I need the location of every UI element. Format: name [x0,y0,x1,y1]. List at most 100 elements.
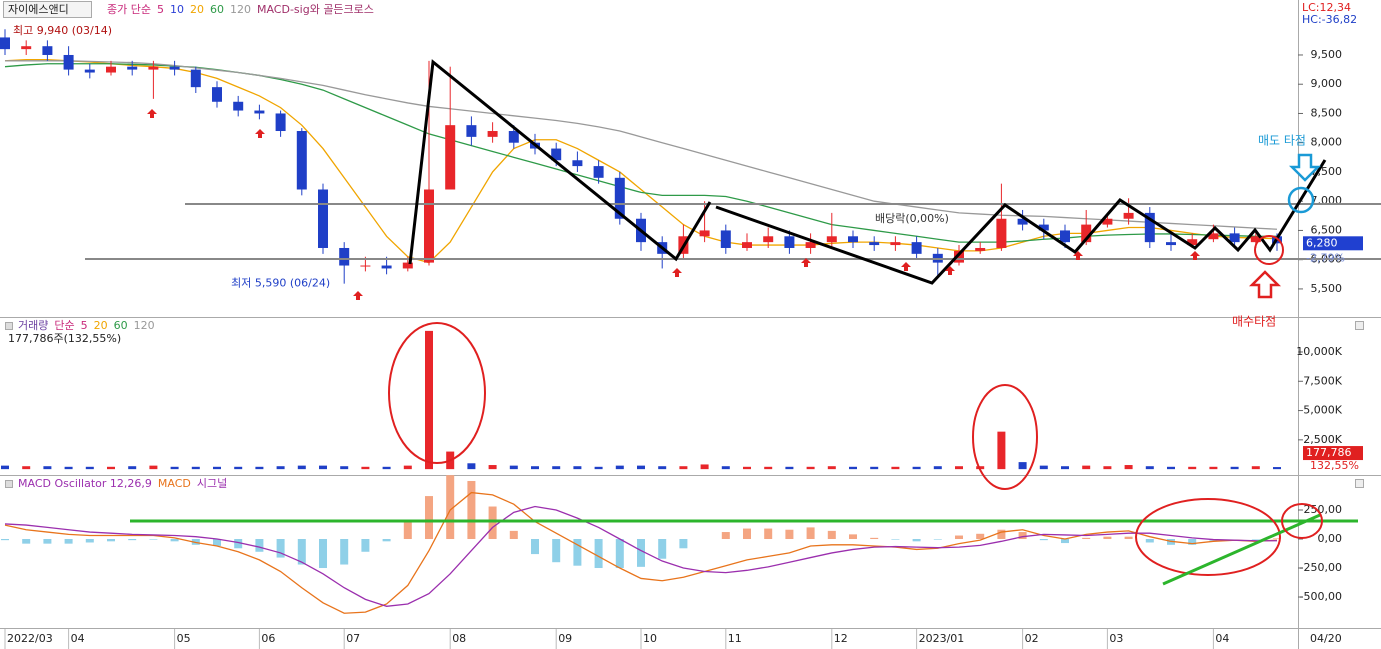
legend-entry: 5 [157,3,164,16]
oscillator-bar [128,539,137,541]
x-tick-label: 06 [261,632,275,645]
oscillator-bar [997,529,1006,540]
candle-body [127,66,138,70]
volume-bar [933,466,942,470]
volume-bar [297,465,306,470]
oscillator-bar [22,539,31,544]
panel-button[interactable] [1355,321,1364,330]
candle-body [742,242,752,248]
oscillator-bar [170,539,179,542]
panel-button[interactable] [1355,479,1364,488]
volume-bar [255,466,264,470]
candle-body [487,131,498,137]
candle-body [169,66,180,70]
candle-body [805,242,816,248]
oscillator-bar [149,539,158,540]
buy-arrow [1248,270,1282,299]
annotation: 매도 타점 [1258,134,1306,148]
oscillator-bar [340,539,349,565]
macd-line [4,505,1277,607]
oscillator-bar [64,539,73,544]
stat: LC:12,34 [1302,1,1351,14]
volume-bar [128,466,137,470]
candle-body [424,189,434,263]
volume-bar [955,466,963,470]
volume-bar [234,466,243,470]
volume-bar [912,466,921,470]
low-label: 최저 5,590 (06/24) [231,277,330,290]
volume-bar [361,466,370,470]
legend-entry: 거래량 [18,319,48,332]
oscillator-bar [255,539,264,552]
signal-arrow [801,258,811,267]
oscillator-bar [1188,539,1197,545]
candle-body [763,236,774,243]
volume-bar [679,466,688,470]
candle-body [1123,212,1134,219]
legend-entry: 시그널 [197,477,227,490]
oscillator-bar [531,539,539,555]
volume-bar [531,466,539,470]
candle-body [975,247,986,251]
oscillator-bar [1018,532,1027,540]
candle-body [784,236,795,248]
last-volume-box [1303,446,1363,461]
oscillator-bar [849,534,857,540]
oscillator-bar [785,529,794,540]
macd-circle [1135,498,1281,576]
volume-bar [85,466,94,470]
candle-body [381,265,392,269]
panel-icon [5,322,13,330]
volume-bar [1039,465,1048,470]
volume-bar [764,466,773,470]
candle-body [190,69,201,88]
macd-trend-line [1162,513,1321,586]
volume-bar [382,466,391,470]
volume-bar [319,465,327,470]
volume-bar [1,465,9,470]
oscillator-bar [721,532,730,540]
oscillator-bar [1,539,9,541]
high-label: 최고 9,940 (03/14) [13,24,112,37]
candle-body [869,242,880,246]
volume-bar [170,466,179,470]
stat: HC:-36,82 [1302,13,1357,26]
volume-bar [1082,465,1091,470]
legend-entry: 20 [190,3,204,16]
volume-bar [594,466,603,470]
candle-body [954,250,964,263]
macd-circle [1281,503,1323,539]
y-tick-label: 8,000 [1311,136,1343,149]
candle-body [890,242,901,246]
volume-bar [149,465,158,470]
candle-body [1038,224,1049,231]
y-tick-label: 7,500K [1303,374,1342,387]
volume-bar [700,464,709,470]
oscillator-bar [870,537,879,540]
volume-circle [388,322,486,464]
candle-body [508,131,519,143]
candle-body [42,46,53,55]
volume-bar [43,466,52,470]
candle-body [1166,242,1176,246]
signal-arrow [672,268,682,277]
volume-bar [573,466,582,470]
volume-bar [488,465,497,470]
legend-entry: 단순 [54,319,74,332]
oscillator-bar [446,475,455,540]
plot: 5,5006,0006,5007,0007,5008,0008,5009,000… [0,29,1363,649]
volume-bar [403,465,412,470]
x-tick-label: 2023/01 [919,632,965,645]
oscillator-bar [891,539,900,540]
volume-bar [213,466,221,470]
volume-bar [64,466,73,470]
volume-bar [552,466,561,470]
candle-body [318,189,328,248]
oscillator-bar [276,539,285,558]
candle-body [1208,233,1219,240]
candle-body [445,125,456,190]
oscillator-bar [319,539,327,569]
legend-entry: 120 [230,3,251,16]
macd-line [4,491,1278,614]
oscillator-bar [85,539,94,543]
